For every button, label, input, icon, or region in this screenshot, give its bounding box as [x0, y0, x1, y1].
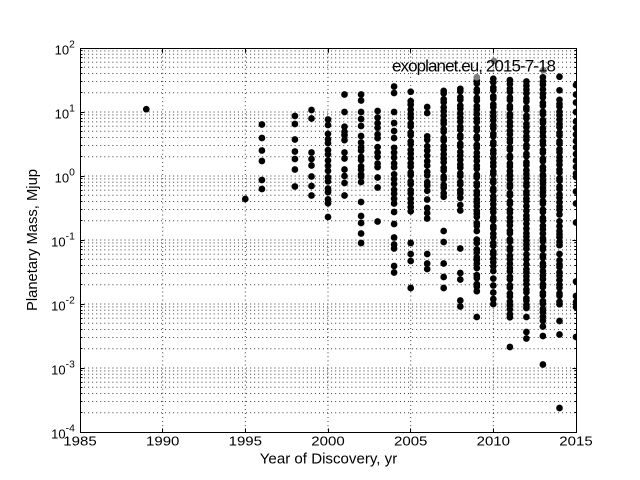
svg-text:2010: 2010	[477, 434, 510, 449]
svg-text:exoplanet.eu, 2015-7-18: exoplanet.eu, 2015-7-18	[392, 57, 556, 76]
svg-text:Planetary Mass, Mjup: Planetary Mass, Mjup	[25, 169, 41, 311]
svg-text:2015: 2015	[559, 434, 592, 449]
svg-text:100: 100	[55, 167, 75, 185]
svg-text:101: 101	[55, 103, 75, 121]
svg-text:2000: 2000	[311, 434, 344, 449]
svg-text:10-3: 10-3	[51, 359, 75, 377]
svg-text:10-1: 10-1	[51, 231, 75, 249]
svg-text:1995: 1995	[229, 434, 262, 449]
svg-text:1985: 1985	[63, 434, 96, 449]
svg-text:10-2: 10-2	[51, 295, 75, 313]
svg-text:Year of Discovery, yr: Year of Discovery, yr	[260, 451, 398, 467]
svg-text:10-4: 10-4	[51, 423, 75, 441]
svg-text:1990: 1990	[146, 434, 179, 449]
svg-text:2005: 2005	[394, 434, 427, 449]
svg-text:102: 102	[55, 39, 75, 57]
